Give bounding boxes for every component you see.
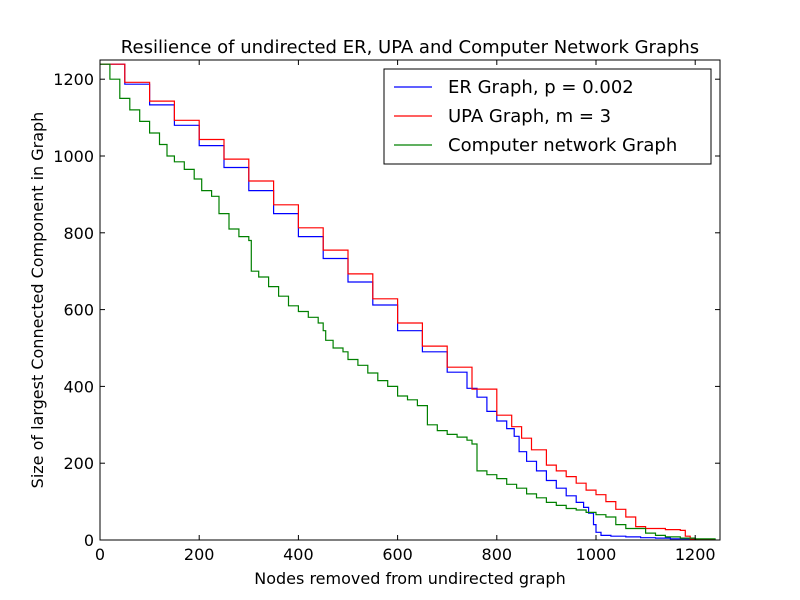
x-tick-label: 200 bbox=[184, 545, 215, 564]
y-tick-label: 0 bbox=[84, 531, 94, 550]
x-tick-label: 1000 bbox=[576, 545, 617, 564]
legend-label-0: ER Graph, p = 0.002 bbox=[448, 77, 634, 98]
y-tick-label: 1000 bbox=[53, 147, 94, 166]
legend-box bbox=[383, 68, 712, 165]
x-tick-label: 1200 bbox=[675, 545, 716, 564]
y-tick-label: 1200 bbox=[53, 70, 94, 89]
x-tick-label: 800 bbox=[482, 545, 513, 564]
axis-ticks: 0 200 400 600 800 1000 1200 0 200 400 600 800 1000 12… bbox=[53, 60, 720, 564]
plot-lines bbox=[100, 63, 716, 540]
legend: ER Graph, p = 0.002 UPA Graph, m = 3 Compu… bbox=[383, 68, 712, 165]
y-axis-title: Size of largest Connected Component in G… bbox=[28, 112, 47, 489]
y-tick-label: 200 bbox=[63, 454, 94, 473]
x-tick-label: 600 bbox=[382, 545, 413, 564]
chart-title: Resilience of undirected ER, UPA and Com… bbox=[121, 37, 699, 58]
y-tick-label: 600 bbox=[63, 301, 94, 320]
series-line-2 bbox=[100, 63, 716, 540]
x-tick-label: 0 bbox=[95, 545, 105, 564]
plot-frame bbox=[99, 59, 721, 541]
y-tick-label: 400 bbox=[63, 377, 94, 396]
series-line-1 bbox=[100, 63, 716, 540]
legend-label-2: Computer network Graph bbox=[448, 135, 677, 156]
y-tick-label: 800 bbox=[63, 224, 94, 243]
x-axis-title: Nodes removed from undirected graph bbox=[254, 569, 565, 588]
legend-label-1: UPA Graph, m = 3 bbox=[448, 106, 611, 127]
x-tick-label: 400 bbox=[283, 545, 314, 564]
